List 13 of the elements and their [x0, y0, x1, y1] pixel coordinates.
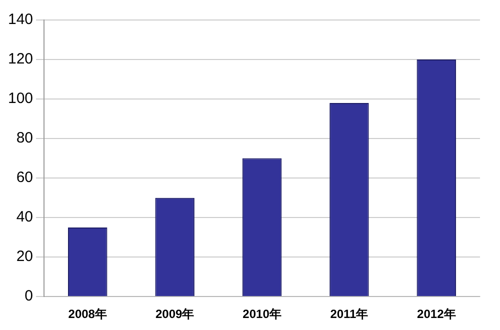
y-tick-label: 60 — [16, 169, 34, 186]
x-tick-label: 2012年 — [417, 307, 456, 322]
y-tick-label: 0 — [24, 288, 34, 305]
x-tick-label: 2008年 — [68, 307, 107, 322]
y-tick-label: 140 — [8, 11, 34, 28]
x-tick-label: 2011年 — [330, 307, 368, 322]
x-tick-label: 2010年 — [242, 307, 282, 322]
y-tick-label: 120 — [8, 50, 34, 68]
y-tick-label: 40 — [16, 208, 34, 226]
y-tick-label: 100 — [8, 90, 34, 108]
y-tick-label: 80 — [16, 130, 34, 147]
y-tick-label: 20 — [16, 248, 34, 266]
x-tick-label: 2009年 — [155, 307, 194, 322]
